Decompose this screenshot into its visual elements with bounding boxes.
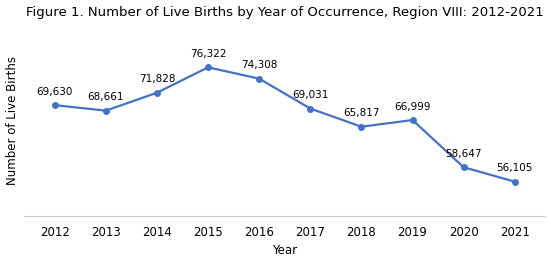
X-axis label: Year: Year [272, 244, 298, 257]
Text: 65,817: 65,817 [343, 108, 380, 118]
Text: 66,999: 66,999 [395, 102, 431, 112]
Text: 76,322: 76,322 [190, 49, 226, 59]
Text: 74,308: 74,308 [241, 60, 277, 70]
Y-axis label: Number of Live Births: Number of Live Births [6, 55, 19, 185]
Text: 58,647: 58,647 [445, 149, 482, 159]
Text: 56,105: 56,105 [496, 163, 533, 173]
Text: 68,661: 68,661 [88, 92, 124, 102]
Text: 69,031: 69,031 [292, 90, 328, 100]
Text: 71,828: 71,828 [139, 74, 175, 84]
Title: Figure 1. Number of Live Births by Year of Occurrence, Region VIII: 2012-2021: Figure 1. Number of Live Births by Year … [26, 6, 544, 19]
Text: 69,630: 69,630 [36, 87, 73, 97]
